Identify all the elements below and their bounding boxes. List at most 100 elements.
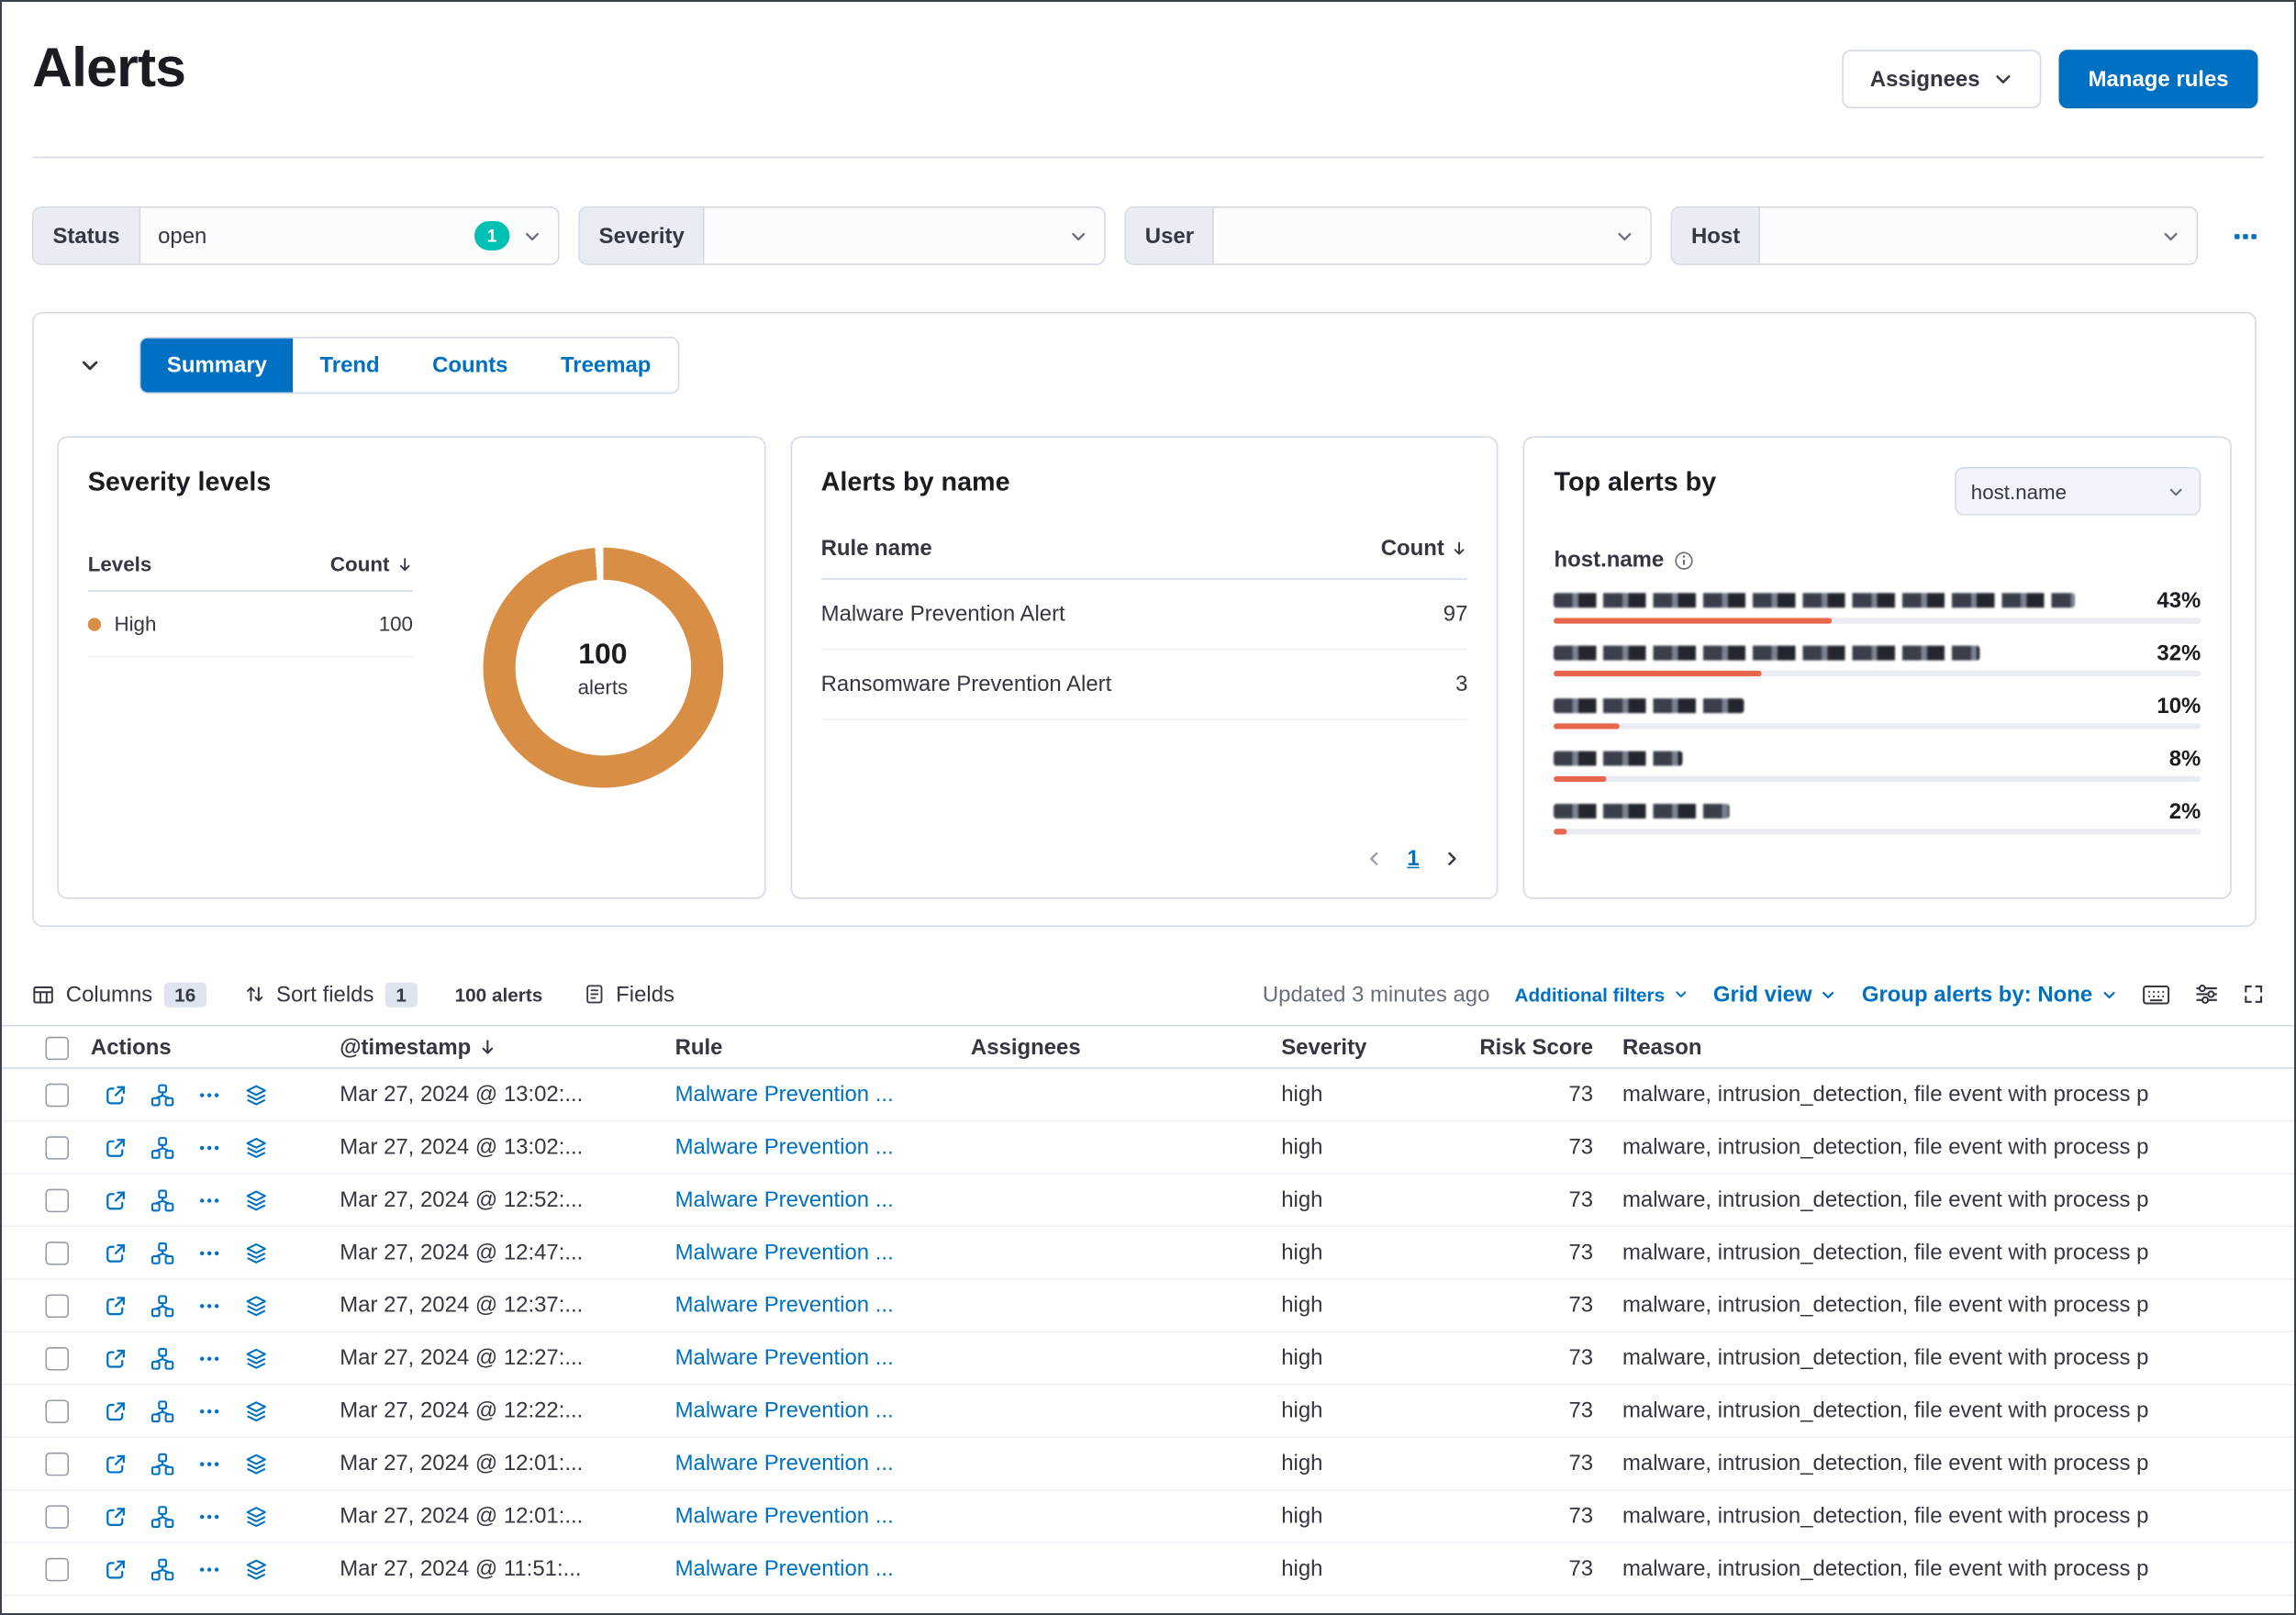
more-filters-button[interactable] (2225, 217, 2263, 254)
analyzer-button[interactable] (150, 1241, 174, 1264)
display-options-button[interactable] (2195, 983, 2219, 1007)
add-to-timeline-button[interactable] (244, 1083, 268, 1107)
grid-view-button[interactable]: Grid view (1713, 982, 1837, 1007)
count-column-header[interactable]: Count (329, 551, 390, 576)
expand-alert-button[interactable] (104, 1452, 128, 1476)
analyzer-button[interactable] (150, 1083, 174, 1107)
rule-column-header[interactable]: Rule (674, 1034, 723, 1060)
rule-link[interactable]: Malware Prevention ... (674, 1187, 894, 1213)
analyzer-button[interactable] (150, 1505, 174, 1529)
top-alerts-field-select[interactable]: host.name (1955, 467, 2201, 516)
info-icon[interactable] (1674, 550, 1694, 570)
manage-rules-button[interactable]: Manage rules (2058, 50, 2258, 109)
tab-treemap[interactable]: Treemap (534, 339, 677, 393)
expand-alert-button[interactable] (104, 1135, 128, 1159)
select-all-checkbox[interactable] (45, 1035, 69, 1060)
more-actions-button[interactable] (197, 1083, 221, 1107)
rule-link[interactable]: Malware Prevention ... (674, 1451, 894, 1476)
top-alert-row[interactable]: 43% (1554, 588, 2201, 624)
row-checkbox[interactable] (45, 1399, 69, 1424)
reason-column-header[interactable]: Reason (1622, 1034, 1702, 1060)
row-checkbox[interactable] (45, 1083, 69, 1108)
expand-alert-button[interactable] (104, 1083, 128, 1107)
previous-page-button[interactable] (1365, 849, 1384, 868)
rule-link[interactable]: Malware Prevention ... (674, 1082, 894, 1108)
add-to-timeline-button[interactable] (244, 1452, 268, 1476)
assignees-column-header[interactable]: Assignees (970, 1034, 1081, 1060)
add-to-timeline-button[interactable] (244, 1399, 268, 1423)
add-to-timeline-button[interactable] (244, 1346, 268, 1370)
row-checkbox[interactable] (45, 1136, 69, 1160)
row-checkbox[interactable] (45, 1294, 69, 1319)
row-checkbox[interactable] (45, 1347, 69, 1371)
tab-trend[interactable]: Trend (294, 339, 407, 393)
expand-alert-button[interactable] (104, 1241, 128, 1264)
sort-fields-button[interactable]: Sort fields 1 (244, 981, 418, 1008)
rule-link[interactable]: Malware Prevention ... (674, 1398, 894, 1423)
top-alert-row[interactable]: 2% (1554, 798, 2201, 835)
row-checkbox[interactable] (45, 1557, 69, 1582)
columns-button[interactable]: Columns 16 (32, 981, 206, 1008)
more-actions-button[interactable] (197, 1452, 221, 1476)
analyzer-button[interactable] (150, 1346, 174, 1370)
more-actions-button[interactable] (197, 1505, 221, 1529)
expand-alert-button[interactable] (104, 1346, 128, 1370)
analyzer-button[interactable] (150, 1294, 174, 1318)
rule-link[interactable]: Malware Prevention ... (674, 1345, 894, 1371)
analyzer-button[interactable] (150, 1452, 174, 1476)
risk-score-column-header[interactable]: Risk Score (1479, 1034, 1594, 1060)
add-to-timeline-button[interactable] (244, 1294, 268, 1318)
more-actions-button[interactable] (197, 1135, 221, 1159)
fullscreen-button[interactable] (2244, 984, 2264, 1004)
more-actions-button[interactable] (197, 1346, 221, 1370)
add-to-timeline-button[interactable] (244, 1135, 268, 1159)
row-checkbox[interactable] (45, 1242, 69, 1265)
row-checkbox[interactable] (45, 1188, 69, 1213)
analyzer-button[interactable] (150, 1188, 174, 1212)
top-alert-row[interactable]: 32% (1554, 640, 2201, 677)
row-checkbox[interactable] (45, 1505, 69, 1529)
additional-filters-button[interactable]: Additional filters (1515, 983, 1689, 1005)
collapse-summary-button[interactable] (74, 351, 104, 380)
analyzer-button[interactable] (150, 1135, 174, 1159)
next-page-button[interactable] (1443, 849, 1462, 868)
expand-alert-button[interactable] (104, 1505, 128, 1529)
severity-filter[interactable]: Severity (578, 206, 1106, 265)
tab-summary[interactable]: Summary (140, 338, 294, 393)
row-checkbox[interactable] (45, 1452, 69, 1476)
add-to-timeline-button[interactable] (244, 1241, 268, 1264)
analyzer-button[interactable] (150, 1557, 174, 1581)
timestamp-column-header[interactable]: @timestamp (340, 1034, 472, 1060)
add-to-timeline-button[interactable] (244, 1505, 268, 1529)
count-column-header[interactable]: Count (1380, 536, 1444, 562)
rule-link[interactable]: Malware Prevention ... (674, 1240, 894, 1265)
expand-alert-button[interactable] (104, 1399, 128, 1423)
expand-alert-button[interactable] (104, 1294, 128, 1318)
assignees-button[interactable]: Assignees (1842, 50, 2042, 109)
rule-link[interactable]: Malware Prevention ... (674, 1503, 894, 1529)
rule-link[interactable]: Malware Prevention ... (674, 1556, 894, 1582)
rule-link[interactable]: Malware Prevention ... (674, 1292, 894, 1319)
more-actions-button[interactable] (197, 1188, 221, 1212)
tab-counts[interactable]: Counts (406, 339, 534, 393)
keyboard-shortcuts-button[interactable] (2142, 983, 2170, 1005)
expand-alert-button[interactable] (104, 1188, 128, 1212)
more-actions-button[interactable] (197, 1557, 221, 1581)
host-filter[interactable]: Host (1670, 206, 2199, 265)
expand-alert-button[interactable] (104, 1557, 128, 1581)
user-filter[interactable]: User (1124, 206, 1652, 265)
more-actions-button[interactable] (197, 1294, 221, 1318)
analyzer-button[interactable] (150, 1399, 174, 1423)
more-actions-button[interactable] (197, 1241, 221, 1264)
add-to-timeline-button[interactable] (244, 1188, 268, 1212)
severity-column-header[interactable]: Severity (1281, 1034, 1367, 1060)
rule-link[interactable]: Malware Prevention ... (674, 1134, 894, 1160)
group-alerts-by-button[interactable]: Group alerts by: None (1862, 982, 2117, 1007)
more-actions-button[interactable] (197, 1399, 221, 1423)
page-1-button[interactable]: 1 (1407, 846, 1420, 872)
top-alert-row[interactable]: 8% (1554, 746, 2201, 783)
add-to-timeline-button[interactable] (244, 1557, 268, 1581)
status-filter[interactable]: Status open 1 (32, 206, 560, 265)
top-alert-row[interactable]: 10% (1554, 694, 2201, 730)
fields-button[interactable]: Fields (584, 982, 674, 1007)
